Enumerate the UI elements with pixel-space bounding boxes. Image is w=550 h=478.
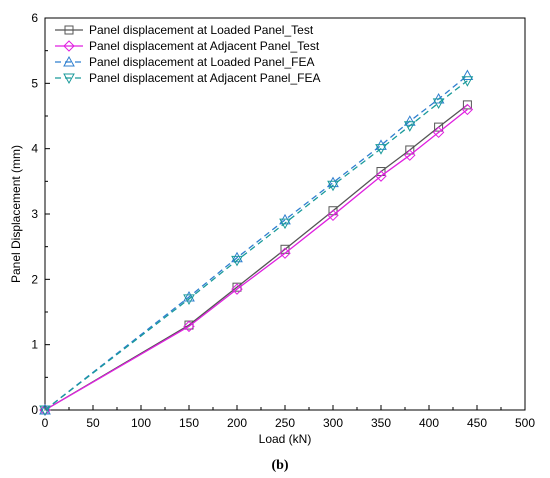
data-point [232, 282, 242, 292]
legend-label: Panel displacement at Loaded Panel_Test [89, 23, 314, 37]
x-tick-label: 250 [275, 416, 295, 430]
y-tick-label: 2 [31, 272, 38, 286]
data-point [434, 122, 444, 132]
legend-item-4: Panel displacement at Adjacent Panel_FEA [55, 71, 320, 85]
data-point [461, 69, 474, 80]
series-4 [39, 76, 474, 417]
legend-marker [64, 25, 74, 35]
series-line [44, 104, 468, 411]
y-tick-label: 0 [31, 403, 38, 417]
plot-area: 0 50 100 150 200 250 300 350 400 450 500 0 1 2 3 4 5 6 [31, 11, 535, 430]
data-point [327, 209, 339, 222]
data-point [461, 76, 474, 87]
data-point [404, 149, 416, 161]
data-point [183, 320, 195, 333]
y-tick-label: 6 [31, 11, 38, 25]
y-tick-label: 4 [31, 142, 38, 156]
data-point [432, 98, 445, 109]
legend-item-1: Panel displacement at Loaded Panel_Test [55, 23, 314, 37]
y-tick-label: 3 [31, 207, 38, 221]
data-point [403, 121, 416, 132]
legend-marker [63, 73, 75, 85]
series-line [44, 74, 468, 411]
legend-marker [63, 40, 75, 52]
data-point [375, 144, 387, 155]
x-tick-label: 450 [467, 416, 487, 430]
legend-item-3: Panel displacement at Loaded Panel_FEA [55, 55, 315, 69]
legend-label: Panel displacement at Adjacent Panel_FEA [89, 71, 320, 85]
data-point [327, 180, 339, 192]
data-point [231, 255, 243, 267]
x-axis-title: Load (kN) [259, 432, 312, 446]
data-point [327, 176, 339, 188]
y-tick-label: 5 [31, 76, 38, 90]
data-point [461, 103, 474, 116]
series-2 [39, 103, 474, 416]
data-point [405, 145, 415, 155]
x-tick-label: 100 [131, 416, 151, 430]
y-tick-label: 1 [31, 338, 38, 352]
series-1 [40, 100, 472, 415]
legend: Panel displacement at Loaded Panel_Test P… [55, 23, 320, 85]
x-tick-label: 500 [515, 416, 535, 430]
x-tick-label: 150 [179, 416, 199, 430]
y-axis-title: Panel Displacement (mm) [9, 145, 23, 283]
x-tick-label: 400 [419, 416, 439, 430]
figure-caption: (b) [271, 458, 288, 473]
data-point [375, 170, 387, 182]
series-line [44, 80, 468, 411]
data-point [183, 294, 195, 305]
x-tick-label: 50 [86, 416, 100, 430]
data-point [39, 405, 51, 417]
series-line [44, 108, 468, 411]
legend-label: Panel displacement at Loaded Panel_FEA [89, 55, 315, 69]
x-tick-label: 200 [227, 416, 247, 430]
legend-item-2: Panel displacement at Adjacent Panel_Tes… [55, 39, 320, 53]
x-tick-label: 0 [42, 416, 49, 430]
x-tick-label: 350 [371, 416, 391, 430]
legend-marker [63, 55, 75, 67]
data-point [231, 283, 243, 295]
data-point [231, 251, 243, 263]
data-point [432, 126, 445, 139]
data-point [462, 100, 472, 110]
x-tick-label: 300 [323, 416, 343, 430]
data-point [279, 247, 291, 259]
data-point [279, 218, 291, 230]
legend-label: Panel displacement at Adjacent Panel_Tes… [89, 39, 320, 53]
